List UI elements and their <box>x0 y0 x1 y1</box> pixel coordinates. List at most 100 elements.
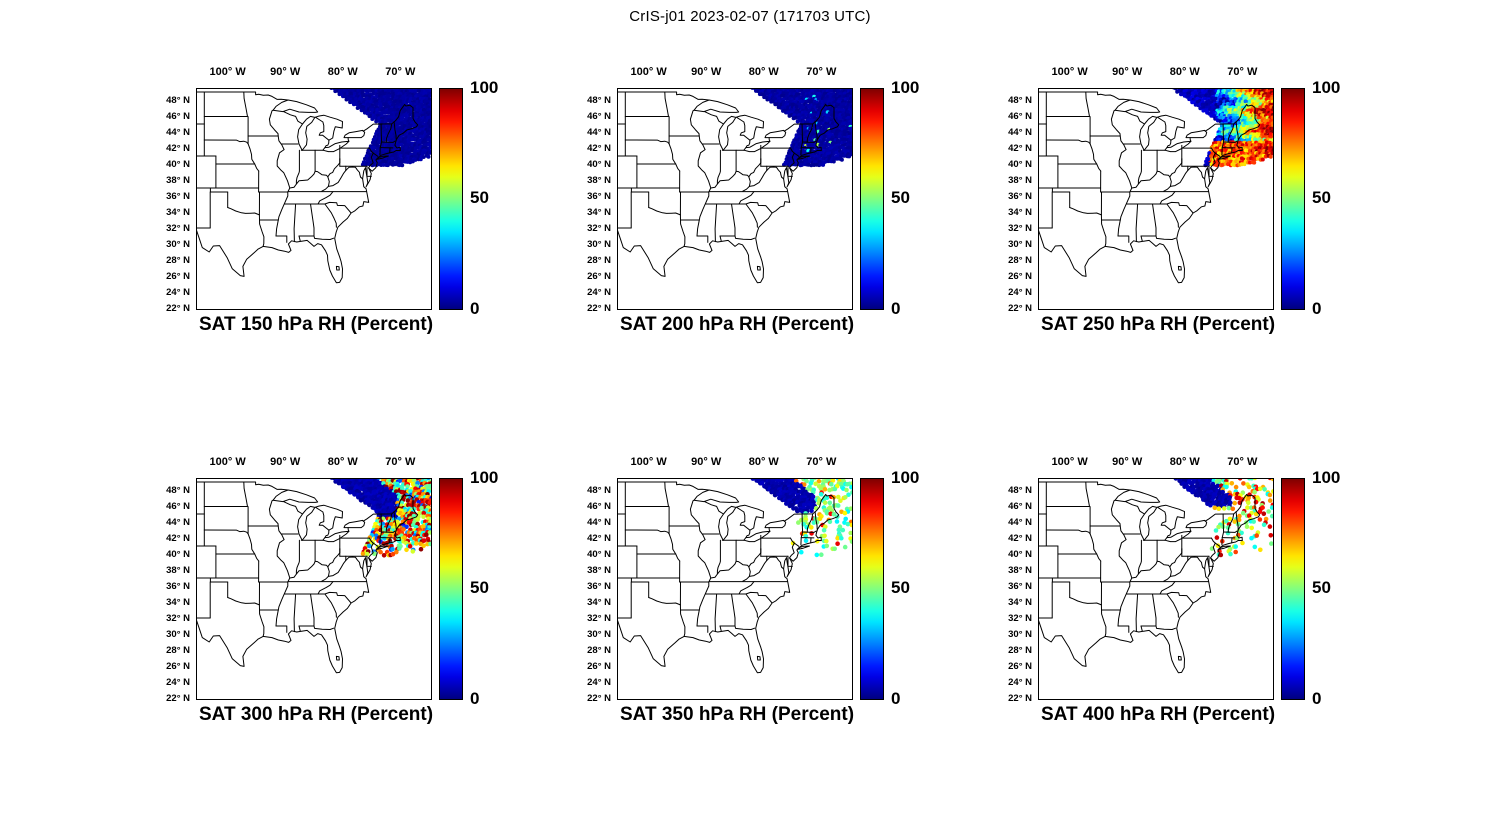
longitude-tick-label: 70° W <box>1227 66 1258 78</box>
state-borders-layer <box>617 91 840 284</box>
latitude-tick-label: 24° N <box>1008 286 1032 298</box>
colorbar-tick-50: 50 <box>470 188 489 207</box>
longitude-tick-label: 70° W <box>806 456 837 468</box>
longitude-tick-label: 80° W <box>327 66 358 78</box>
map-plot-150hpa <box>196 88 432 310</box>
longitude-tick-label: 90° W <box>691 456 722 468</box>
longitude-tick-label: 80° W <box>327 456 358 468</box>
latitude-tick-label: 34° N <box>587 206 611 218</box>
scatter-layer <box>1172 88 1274 168</box>
latitude-tick-label: 40° N <box>1008 158 1032 170</box>
latitude-tick-label: 38° N <box>166 564 190 576</box>
longitude-tick-label: 70° W <box>385 66 416 78</box>
latitude-tick-label: 46° N <box>166 110 190 122</box>
colorbar-tick-0: 0 <box>1312 299 1322 318</box>
latitude-tick-label: 38° N <box>1008 174 1032 186</box>
colorbar-tick-50: 50 <box>1312 578 1331 597</box>
latitude-tick-label: 44° N <box>587 516 611 528</box>
latitude-tick-label: 26° N <box>1008 270 1032 282</box>
longitude-tick-label: 70° W <box>385 456 416 468</box>
map-plot-300hpa <box>196 478 432 700</box>
scatter-layer <box>1173 478 1274 558</box>
scatter-layer <box>750 88 853 168</box>
latitude-tick-label: 28° N <box>1008 644 1032 656</box>
latitude-tick-label: 46° N <box>587 500 611 512</box>
map-plot-200hpa <box>617 88 853 310</box>
latitude-tick-label: 42° N <box>166 532 190 544</box>
latitude-tick-label: 46° N <box>1008 110 1032 122</box>
longitude-tick-label: 100° W <box>209 66 246 78</box>
latitude-tick-label: 24° N <box>166 286 190 298</box>
latitude-tick-label: 42° N <box>1008 532 1032 544</box>
latitude-tick-label: 22° N <box>166 302 190 314</box>
latitude-tick-label: 38° N <box>587 564 611 576</box>
latitude-tick-label: 30° N <box>1008 238 1032 250</box>
latitude-tick-label: 28° N <box>166 644 190 656</box>
panel-sat-300hpa-rh: 100 50 0 SAT 300 hPa RH (Percent) 100° W… <box>136 448 526 740</box>
longitude-tick-label: 80° W <box>1169 456 1200 468</box>
longitude-tick-label: 70° W <box>1227 456 1258 468</box>
state-borders-layer <box>1038 481 1261 674</box>
latitude-tick-label: 38° N <box>587 174 611 186</box>
latitude-tick-label: 32° N <box>1008 612 1032 624</box>
latitude-tick-label: 32° N <box>587 612 611 624</box>
latitude-tick-label: 36° N <box>166 190 190 202</box>
latitude-tick-label: 40° N <box>166 548 190 560</box>
colorbar <box>860 88 884 310</box>
latitude-tick-label: 48° N <box>587 94 611 106</box>
latitude-tick-label: 48° N <box>1008 484 1032 496</box>
longitude-tick-label: 100° W <box>630 456 667 468</box>
latitude-tick-label: 26° N <box>1008 660 1032 672</box>
colorbar-tick-100: 100 <box>1312 468 1341 487</box>
state-borders-layer <box>196 481 419 674</box>
latitude-tick-label: 32° N <box>1008 222 1032 234</box>
colorbar-tick-100: 100 <box>891 78 920 97</box>
panel-title: SAT 400 hPa RH (Percent) <box>1040 704 1276 725</box>
colorbar-tick-50: 50 <box>1312 188 1331 207</box>
latitude-tick-label: 40° N <box>166 158 190 170</box>
latitude-tick-label: 24° N <box>1008 676 1032 688</box>
longitude-tick-label: 90° W <box>1112 66 1143 78</box>
colorbar-tick-100: 100 <box>470 468 499 487</box>
latitude-tick-label: 44° N <box>1008 516 1032 528</box>
panel-title: SAT 350 hPa RH (Percent) <box>619 704 855 725</box>
scatter-layer <box>329 478 432 558</box>
latitude-tick-label: 28° N <box>166 254 190 266</box>
colorbar-tick-50: 50 <box>891 578 910 597</box>
latitude-tick-label: 40° N <box>587 158 611 170</box>
latitude-tick-label: 26° N <box>587 270 611 282</box>
longitude-tick-label: 70° W <box>806 66 837 78</box>
latitude-tick-label: 30° N <box>587 628 611 640</box>
latitude-tick-label: 48° N <box>587 484 611 496</box>
latitude-tick-label: 42° N <box>587 142 611 154</box>
longitude-tick-label: 80° W <box>748 456 779 468</box>
longitude-tick-label: 100° W <box>630 66 667 78</box>
longitude-tick-label: 90° W <box>691 66 722 78</box>
latitude-tick-label: 30° N <box>166 238 190 250</box>
panel-title: SAT 250 hPa RH (Percent) <box>1040 314 1276 335</box>
colorbar-tick-0: 0 <box>470 689 480 708</box>
latitude-tick-label: 46° N <box>587 110 611 122</box>
latitude-tick-label: 42° N <box>166 142 190 154</box>
colorbar-tick-50: 50 <box>470 578 489 597</box>
latitude-tick-label: 28° N <box>587 644 611 656</box>
colorbar-tick-0: 0 <box>891 689 901 708</box>
latitude-tick-label: 44° N <box>166 516 190 528</box>
latitude-tick-label: 36° N <box>587 580 611 592</box>
latitude-tick-label: 44° N <box>1008 126 1032 138</box>
map-plot-350hpa <box>617 478 853 700</box>
latitude-tick-label: 22° N <box>1008 302 1032 314</box>
latitude-tick-label: 36° N <box>1008 580 1032 592</box>
latitude-tick-label: 22° N <box>587 692 611 704</box>
latitude-tick-label: 28° N <box>1008 254 1032 266</box>
panel-sat-400hpa-rh: 100 50 0 SAT 400 hPa RH (Percent) 100° W… <box>978 448 1368 740</box>
longitude-tick-label: 80° W <box>748 66 779 78</box>
longitude-tick-label: 100° W <box>209 456 246 468</box>
latitude-tick-label: 38° N <box>1008 564 1032 576</box>
latitude-tick-label: 26° N <box>166 660 190 672</box>
latitude-tick-label: 30° N <box>1008 628 1032 640</box>
colorbar-tick-100: 100 <box>470 78 499 97</box>
latitude-tick-label: 24° N <box>587 676 611 688</box>
latitude-tick-label: 26° N <box>166 270 190 282</box>
